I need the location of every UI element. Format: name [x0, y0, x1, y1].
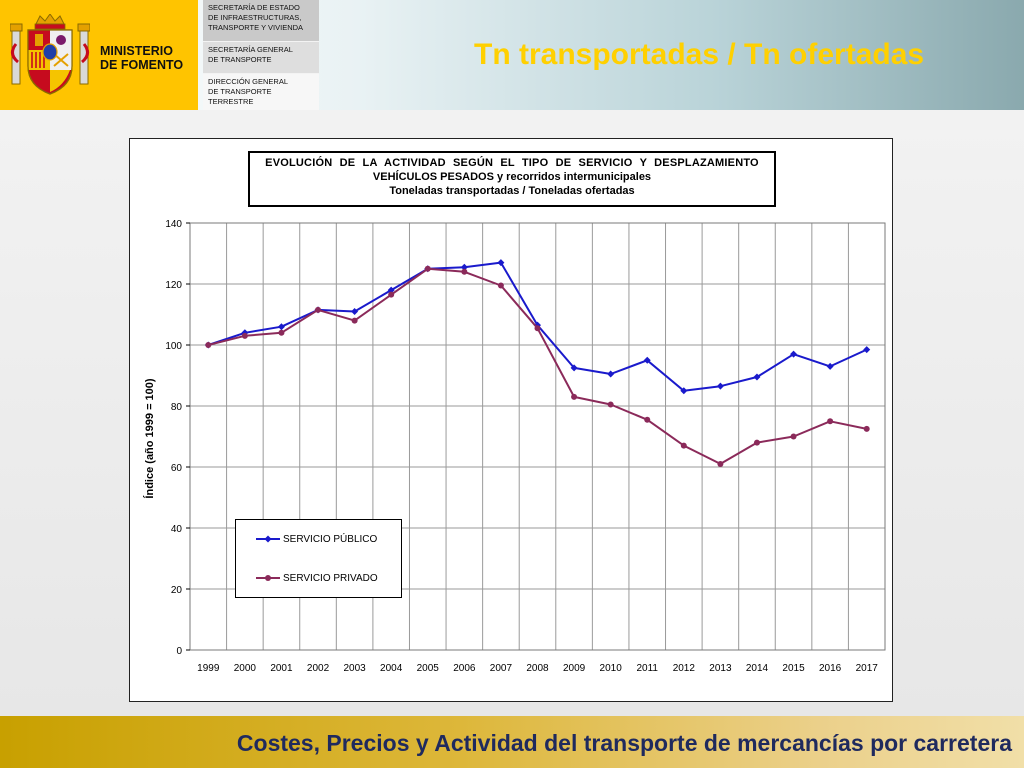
data-point-publico — [607, 370, 615, 378]
data-point-privado — [790, 433, 797, 440]
x-tick-label: 2016 — [819, 663, 842, 674]
data-point-privado — [424, 265, 431, 272]
data-point-publico — [643, 356, 651, 364]
x-tick-label: 2000 — [234, 663, 257, 674]
x-tick-label: 2002 — [307, 663, 330, 674]
ministry-name-line1: MINISTERIO — [100, 44, 173, 58]
data-point-privado — [205, 342, 212, 348]
coat-of-arms-icon — [10, 14, 90, 95]
data-point-privado — [534, 325, 541, 332]
data-point-publico — [680, 387, 688, 395]
x-tick-label: 2001 — [270, 663, 293, 674]
data-point-privado — [753, 439, 760, 446]
plot-border — [189, 222, 886, 651]
legend-label-privado: SERVICIO PRIVADO — [283, 573, 378, 584]
footer-title: Costes, Precios y Actividad del transpor… — [236, 730, 1012, 756]
dept1-line2: DE INFRAESTRUCTURAS, — [208, 13, 302, 22]
x-tick-label: 2011 — [636, 663, 658, 674]
dept-direccion-general: DIRECCIÓN GENERAL DE TRANSPORTE TERRESTR… — [203, 74, 319, 110]
dept1-line3: TRANSPORTE Y VIVIENDA — [208, 23, 304, 32]
x-tick-label: 2006 — [453, 663, 476, 674]
y-axis-label: Índice (año 1999 = 100) — [143, 378, 156, 498]
data-point-publico — [387, 286, 395, 294]
y-tick-label: 0 — [176, 646, 182, 657]
data-point-privado — [827, 418, 834, 425]
dept2-line2: DE TRANSPORTE — [208, 55, 272, 64]
data-point-privado — [278, 329, 285, 336]
data-point-publico — [790, 350, 798, 358]
footer-banner: Costes, Precios y Actividad del transpor… — [0, 716, 1024, 768]
y-tick-label: 40 — [171, 524, 183, 535]
x-tick-label: 2017 — [856, 663, 879, 674]
dept-secretaria-estado: SECRETARÍA DE ESTADO DE INFRAESTRUCTURAS… — [203, 0, 319, 41]
data-point-publico — [460, 263, 468, 271]
y-tick-label: 100 — [165, 341, 182, 352]
data-point-privado — [315, 306, 322, 313]
data-point-publico — [497, 259, 505, 267]
y-tick-label: 140 — [165, 219, 182, 230]
dept3-line3: TERRESTRE — [208, 97, 254, 106]
dept2-line1: SECRETARÍA GENERAL — [208, 45, 293, 54]
chart-title-line1: EVOLUCIÓN DE LA ACTIVIDAD SEGÚN EL TIPO … — [265, 157, 759, 169]
x-tick-label: 1999 — [197, 663, 220, 674]
y-tick-label: 80 — [171, 402, 183, 413]
data-point-privado — [351, 317, 358, 324]
x-tick-label: 2015 — [782, 663, 805, 674]
ministry-name: MINISTERIO DE FOMENTO — [100, 44, 183, 72]
data-point-privado — [680, 442, 687, 449]
data-point-privado — [863, 425, 870, 432]
y-tick-label: 20 — [171, 585, 183, 596]
legend-swatch-privado — [256, 575, 280, 581]
dept1-line1: SECRETARÍA DE ESTADO — [208, 3, 300, 12]
legend-swatch-publico — [256, 535, 280, 543]
department-list: SECRETARÍA DE ESTADO DE INFRAESTRUCTURAS… — [203, 0, 319, 110]
ministry-logo: MINISTERIO DE FOMENTO — [0, 0, 198, 110]
x-tick-label: 2010 — [600, 663, 623, 674]
data-point-privado — [571, 393, 578, 400]
chart-title-line3: Toneladas transportadas / Toneladas ofer… — [389, 185, 635, 197]
x-tick-label: 2005 — [417, 663, 440, 674]
data-point-privado — [497, 282, 504, 289]
dept3-line1: DIRECCIÓN GENERAL — [208, 77, 289, 86]
data-point-publico — [277, 323, 285, 331]
x-tick-label: 2008 — [526, 663, 549, 674]
x-tick-label: 2003 — [343, 663, 366, 674]
data-point-privado — [388, 291, 395, 298]
data-point-publico — [351, 307, 359, 315]
data-point-privado — [644, 416, 651, 423]
y-tick-label: 120 — [165, 280, 182, 291]
x-tick-label: 2013 — [709, 663, 732, 674]
data-point-publico — [826, 362, 834, 370]
dept3-line2: DE TRANSPORTE — [208, 87, 272, 96]
dept-secretaria-general: SECRETARÍA GENERAL DE TRANSPORTE — [203, 42, 319, 73]
x-tick-label: 2009 — [563, 663, 586, 674]
ministry-name-line2: DE FOMENTO — [100, 58, 184, 72]
data-point-privado — [461, 268, 468, 275]
chart-title-line2: VEHÍCULOS PESADOS y recorridos intermuni… — [372, 171, 652, 183]
data-point-publico — [863, 346, 871, 354]
data-point-privado — [717, 460, 724, 467]
data-point-publico — [753, 373, 761, 381]
data-point-publico — [570, 364, 578, 372]
x-tick-label: 2014 — [746, 663, 769, 674]
chart-title: EVOLUCIÓN DE LA ACTIVIDAD SEGÚN EL TIPO … — [248, 151, 776, 207]
x-tick-label: 2012 — [673, 663, 696, 674]
header-banner: MINISTERIO DE FOMENTO SECRETARÍA DE ESTA… — [0, 0, 1024, 110]
data-point-privado — [241, 332, 248, 339]
data-point-publico — [716, 382, 724, 390]
x-tick-label: 2007 — [490, 663, 513, 674]
slide-title: Tn transportadas / Tn ofertadas — [474, 38, 925, 71]
x-tick-label: 2004 — [380, 663, 403, 674]
data-point-privado — [607, 401, 614, 408]
legend-label-publico: SERVICIO PÚBLICO — [283, 534, 378, 545]
chart-legend: SERVICIO PÚBLICO SERVICIO PRIVADO — [235, 519, 402, 598]
y-tick-label: 60 — [171, 463, 183, 474]
